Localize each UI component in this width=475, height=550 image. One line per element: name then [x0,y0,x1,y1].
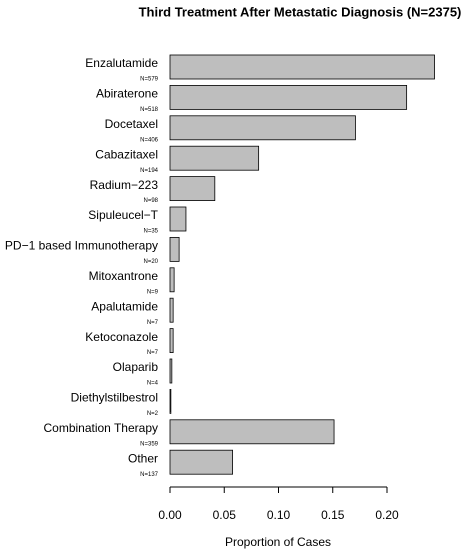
y-tick-sublabel: N=406 [140,137,159,143]
chart-title: Third Treatment After Metastatic Diagnos… [139,4,462,19]
y-tick-sublabel: N=579 [140,77,159,83]
y-tick-sublabel: N=137 [140,472,159,478]
x-axis-label: Proportion of Cases [225,535,331,549]
x-tick-label: 0.00 [158,508,182,522]
bar [169,328,174,354]
y-tick-sublabel: N=9 [147,289,159,295]
x-tick-label: 0.15 [321,508,345,522]
y-tick-sublabel: N=194 [140,168,159,174]
y-tick-label: Apalutamide [91,299,158,313]
y-tick-label: Cabazitaxel [95,147,158,161]
bar [169,85,408,110]
y-tick-sublabel: N=4 [147,381,159,387]
y-tick-sublabel: N=518 [140,107,159,113]
x-tick-label: 0.20 [375,508,399,522]
y-tick-sublabel: N=20 [143,259,158,265]
y-tick-sublabel: N=359 [140,441,159,447]
y-tick-label: PD−1 based Immunotherapy [5,239,158,253]
y-tick-label: Enzalutamide [85,56,158,70]
x-tick-label: 0.05 [213,508,237,522]
y-tick-label: Olaparib [113,360,159,374]
y-tick-label: Radium−223 [90,178,159,192]
y-tick-label: Ketoconazole [85,330,158,344]
bar [169,388,172,414]
y-tick-label: Sipuleucel−T [88,208,158,222]
bar [169,115,356,141]
y-tick-label: Abiraterone [96,87,158,101]
y-tick-sublabel: N=35 [143,229,158,235]
y-tick-label: Combination Therapy [43,421,158,435]
y-tick-sublabel: N=7 [147,350,159,356]
bar [169,176,216,202]
bar [169,236,180,262]
y-tick-sublabel: N=98 [143,198,158,204]
y-tick-sublabel: N=7 [147,320,159,326]
bar [169,449,234,475]
bar [169,145,260,171]
x-tick-label: 0.10 [267,508,291,522]
bar [169,206,187,232]
bar [169,358,173,384]
y-tick-label: Other [128,451,158,465]
bar [169,297,174,323]
y-tick-label: Docetaxel [105,117,158,131]
bar [169,54,435,80]
y-tick-label: Mitoxantrone [89,269,159,283]
bar [169,419,335,445]
bar [169,267,175,293]
y-tick-label: Diethylstilbestrol [71,391,158,405]
y-tick-sublabel: N=2 [147,411,159,417]
